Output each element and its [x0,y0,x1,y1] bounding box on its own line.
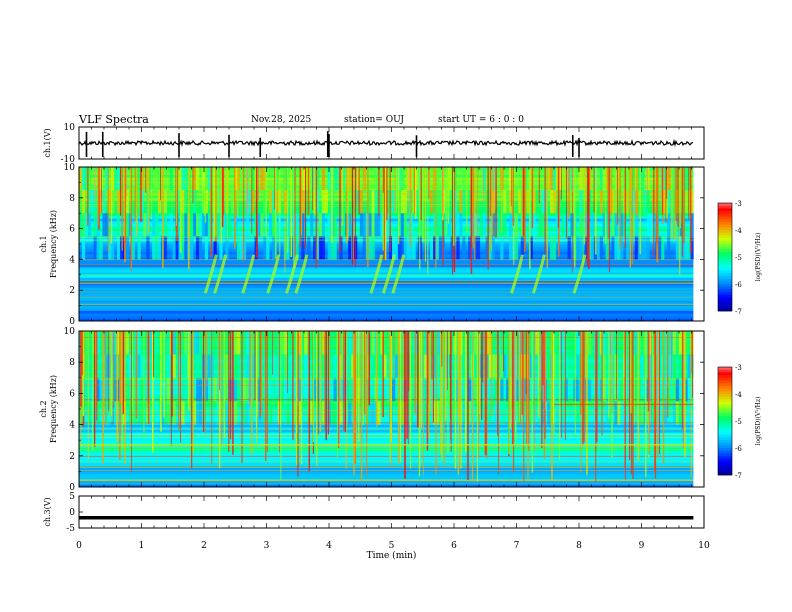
ch1-spectrogram-ytick-label: 0 [69,317,75,327]
ch1-spectrogram-image [78,167,694,322]
x-axis-label: Time (min) [367,550,417,561]
ch1-ytick-label: -10 [61,155,76,165]
ch1-spectrogram-ylabel: Frequency (kHz) [49,210,58,278]
ch3-ytick-label: -5 [66,524,75,534]
xtick-label: 7 [514,541,520,551]
ch2-spectrogram-colorbar-tick: -3 [735,364,742,372]
xtick-label: 1 [139,541,145,551]
ch2-spectrogram-colorbar-label: log(PSD)(V²/Hz) [755,397,762,446]
start-time-label: start UT = 6 : 0 : 0 [438,115,524,125]
xtick-label: 0 [76,541,82,551]
ch3-ytick-label: 0 [69,508,75,518]
ch1-spectrogram-ytick-label: 8 [69,194,75,204]
ch2-spectrogram-colorbar-tick: -7 [735,472,742,480]
xtick-label: 9 [639,541,645,551]
xtick-label: 5 [389,541,395,551]
xtick-label: 3 [264,541,270,551]
station-label: station= OUJ [344,115,405,125]
ch1-spectrogram-ytick-label: 2 [69,286,75,296]
ch1-spectrogram-channel-label: ch.1 [39,235,48,252]
ch1-spectrogram-colorbar-label: log(PSD)(V²/Hz) [755,233,762,282]
ch1-waveform-trace [78,138,694,148]
ch2-spectrogram-ylabel: Frequency (kHz) [49,375,58,443]
xtick-label: 8 [576,541,582,551]
date-label: Nov.28, 2025 [251,115,312,125]
ch1-spectrogram-colorbar-tick: -3 [735,200,742,208]
ch2-spectrogram-ytick-label: 4 [69,421,75,431]
ch1-spectrogram-colorbar-tick: -5 [735,254,742,262]
ch2-spectrogram-colorbar-tick: -4 [735,391,742,399]
ch3-ytick-label: 5 [69,492,75,502]
ch1-spectrogram-ytick-label: 10 [64,163,76,173]
xtick-label: 4 [326,541,332,551]
ch2-spectrogram-ytick-label: 10 [64,327,76,337]
ch1-spectrogram-colorbar-tick: -4 [735,227,742,235]
ch1-spectrogram-ytick-label: 6 [69,225,75,235]
ch2-spectrogram-ytick-label: 2 [69,452,75,462]
ch2-spectrogram-image [79,330,694,488]
xtick-label: 2 [201,541,207,551]
ch2-spectrogram-colorbar-tick: -6 [735,445,742,453]
ch2-spectrogram-channel-label: ch.2 [39,400,48,417]
ch1-spectrogram-colorbar-tick: -7 [735,308,742,316]
ch2-spectrogram-ytick-label: 6 [69,389,75,399]
ch1-waveform-ylabel: ch.1(V) [43,128,52,157]
ch2-spectrogram-ytick-label: 0 [69,483,75,493]
xtick-label: 10 [698,541,710,551]
figure-title: VLF Spectra [79,113,149,126]
ch3-waveform-ylabel: ch.3(V) [43,497,52,526]
ch2-spectrogram-colorbar-tick: -5 [735,418,742,426]
ch1-spectrogram-colorbar-tick: -6 [735,281,742,289]
ch1-spectrogram-ytick-label: 4 [69,255,75,265]
ch1-spectrogram-colorbar [717,202,733,312]
ch2-spectrogram-colorbar [717,366,733,476]
xtick-label: 6 [451,541,457,551]
ch2-spectrogram-ytick-label: 8 [69,358,75,368]
ch1-ytick-label: 10 [64,123,76,133]
